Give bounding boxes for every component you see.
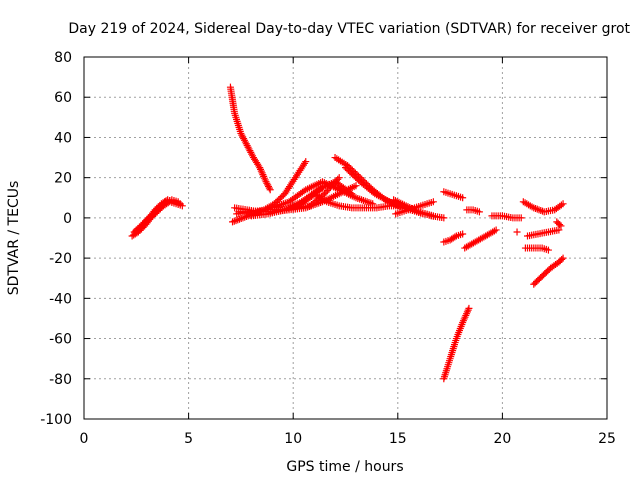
data-point (266, 186, 274, 194)
data-series (392, 198, 437, 218)
x-tick-label: 15 (389, 431, 407, 447)
data-series (247, 178, 356, 220)
data-point (513, 228, 521, 236)
data-series (513, 228, 521, 236)
plot-frame (83, 56, 608, 420)
data-marks (128, 83, 567, 383)
data-series (226, 83, 274, 194)
x-tick-label: 10 (284, 431, 302, 447)
data-series (553, 218, 565, 230)
data-series (440, 304, 473, 383)
data-point (262, 178, 270, 186)
data-series (521, 244, 552, 254)
grid (84, 57, 607, 419)
data-point (557, 201, 565, 209)
data-point (153, 204, 161, 212)
data-series (530, 254, 567, 288)
x-tick-label: 20 (493, 431, 511, 447)
y-tick-label: -80 (49, 372, 72, 388)
data-point (465, 304, 473, 312)
data-series (463, 206, 483, 216)
data-point (132, 226, 140, 234)
x-tick-labels: 0 5 10 15 20 25 (80, 431, 616, 447)
data-point (558, 255, 566, 263)
data-point (300, 187, 308, 195)
data-point (352, 182, 360, 190)
data-point (459, 194, 467, 202)
y-tick-label: 60 (54, 90, 72, 106)
y-tick-label: 80 (54, 50, 72, 66)
y-tick-label: -100 (40, 412, 72, 428)
data-point (135, 223, 143, 231)
data-point (459, 230, 467, 238)
data-point (302, 158, 310, 166)
data-point (264, 181, 272, 189)
y-tick-label: -20 (49, 251, 72, 267)
data-point (557, 222, 565, 230)
y-tick-label: 20 (54, 171, 72, 187)
y-tick-label: 0 (63, 211, 72, 227)
data-point (137, 221, 145, 229)
data-point (265, 183, 273, 191)
data-point (265, 184, 273, 192)
data-point (429, 198, 437, 206)
data-point (134, 224, 142, 232)
data-point (544, 246, 552, 254)
data-point (335, 174, 343, 182)
data-series (440, 230, 467, 246)
chart-title: Day 219 of 2024, Sidereal Day-to-day VTE… (68, 21, 630, 37)
data-point (142, 217, 150, 225)
y-tick-labels: -100 -80 -60 -40 -20 0 20 40 60 80 (40, 50, 72, 428)
data-point (451, 233, 459, 241)
data-point (263, 179, 271, 187)
axis-ticks (83, 56, 608, 420)
data-series (390, 196, 448, 222)
data-point (176, 200, 184, 208)
data-point (559, 254, 567, 262)
y-tick-label: -60 (49, 332, 72, 348)
data-point (556, 221, 564, 229)
data-point (139, 220, 147, 228)
y-axis-title: SDTVAR / TECUs (6, 181, 22, 296)
data-point (559, 200, 567, 208)
data-point (140, 218, 148, 226)
data-point (475, 208, 483, 216)
x-tick-label: 25 (598, 431, 616, 447)
data-series (488, 212, 525, 222)
x-axis-title: GPS time / hours (286, 459, 403, 475)
data-point (517, 214, 525, 222)
data-point (555, 226, 563, 234)
data-series (268, 178, 377, 212)
data-series (461, 226, 500, 252)
x-tick-label: 5 (184, 431, 193, 447)
y-tick-label: -40 (49, 291, 72, 307)
data-series (519, 198, 567, 216)
data-point (492, 226, 500, 234)
data-point (151, 206, 159, 214)
data-series (440, 188, 467, 202)
data-series (524, 226, 563, 240)
x-tick-label: 0 (80, 431, 89, 447)
data-series (132, 196, 184, 234)
data-point (440, 214, 448, 222)
y-tick-label: 40 (54, 130, 72, 146)
data-point (154, 203, 162, 211)
